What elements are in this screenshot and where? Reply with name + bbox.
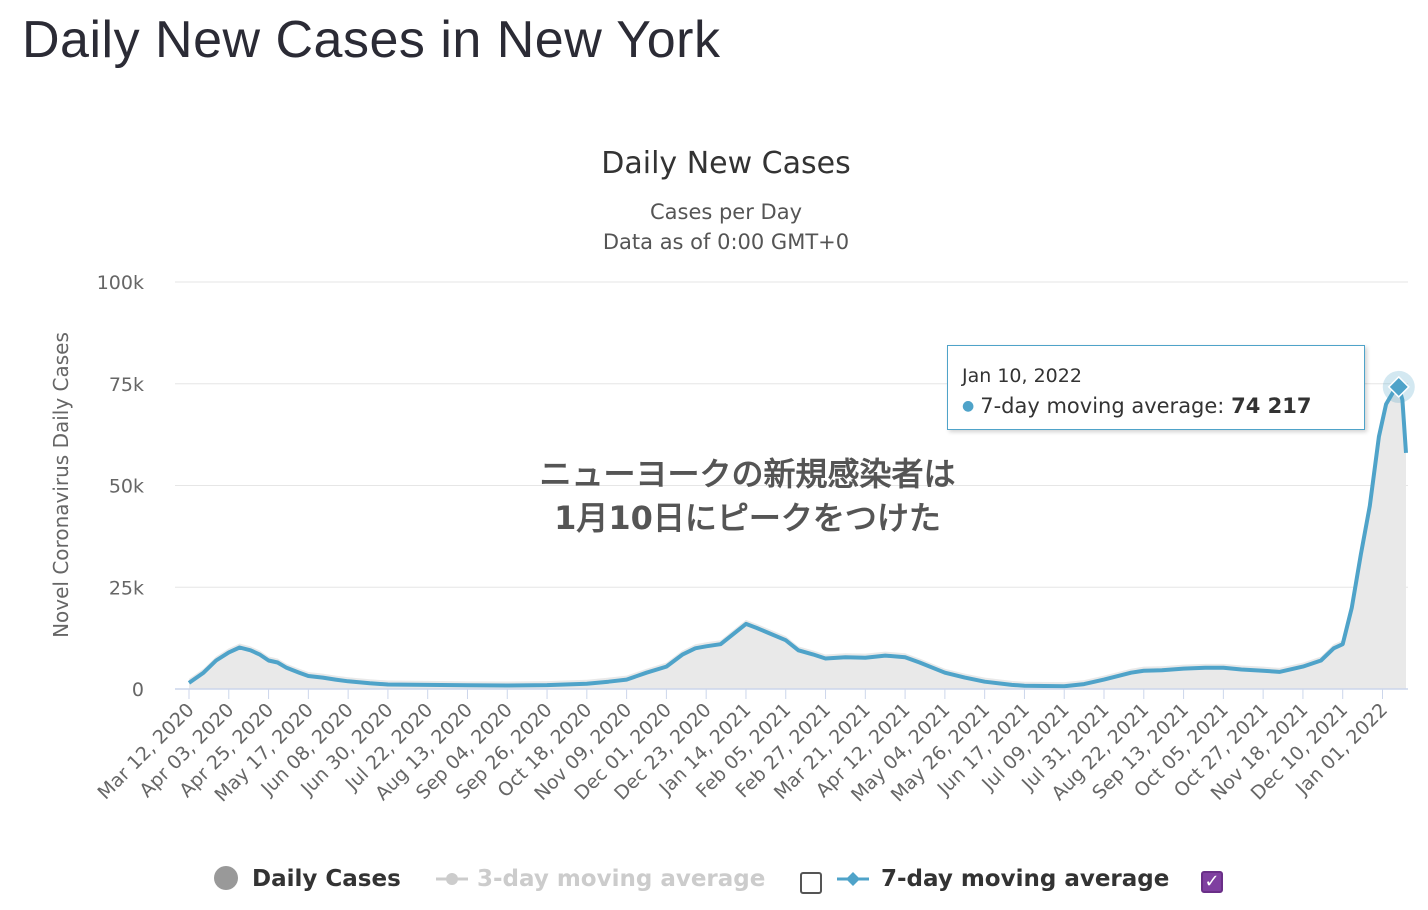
annotation-text: ニューヨークの新規感染者は 1月10日にピークをつけた [480, 452, 1015, 540]
legend-item-daily-cases[interactable]: Daily Cases [252, 862, 401, 896]
toggle-3day-checkbox[interactable] [800, 872, 822, 894]
y-axis-label: Novel Coronavirus Daily Cases [49, 332, 73, 638]
three-day-legend-dot-icon[interactable] [446, 873, 458, 885]
annotation-line-1: ニューヨークの新規感染者は [539, 455, 956, 493]
chart-subtitle-line-2: Data as of 0:00 GMT+0 [602, 230, 850, 254]
y-tick-label: 25k [109, 577, 144, 599]
legend-markers [214, 866, 869, 890]
legend-label: 3-day moving average [477, 866, 766, 892]
y-tick-label: 100k [97, 272, 144, 294]
legend-label: Daily Cases [252, 866, 401, 892]
y-tick-label: 50k [109, 476, 144, 498]
y-tick-label: 0 [132, 679, 144, 701]
legend-label: 7-day moving average [881, 866, 1170, 892]
series-dot-icon: ● [962, 398, 975, 414]
legend-item-3day-average[interactable]: 3-day moving average [477, 862, 765, 896]
tooltip-row: ● 7-day moving average: 74 217 [962, 394, 1311, 418]
tooltip-value: 74 217 [1231, 394, 1312, 418]
data-tooltip: Jan 10, 2022 ● 7-day moving average: 74 2… [947, 345, 1365, 430]
seven-day-legend-diamond-icon[interactable] [846, 872, 860, 886]
daily-cases-legend-icon[interactable] [214, 866, 238, 890]
moving-average-series [187, 370, 1415, 689]
tooltip-date: Jan 10, 2022 [962, 365, 1082, 387]
seven-day-average-line [187, 384, 1408, 689]
annotation-line-2: 1月10日にピークをつけた [554, 499, 941, 537]
page-heading: Daily New Cases in New York [22, 11, 721, 69]
legend-item-7day-average[interactable]: 7-day moving average [881, 862, 1169, 896]
y-tick-label: 75k [109, 374, 144, 396]
highlight-marker[interactable] [1387, 375, 1410, 398]
chart-subtitle-line-1: Cases per Day [649, 200, 803, 224]
y-axis: 0 25k 50k 75k 100k [97, 272, 144, 701]
tooltip-series-label: 7-day moving average: [980, 394, 1225, 418]
toggle-7day-checkbox[interactable]: ✓ [1201, 871, 1223, 893]
chart-title: Daily New Cases [601, 146, 851, 181]
